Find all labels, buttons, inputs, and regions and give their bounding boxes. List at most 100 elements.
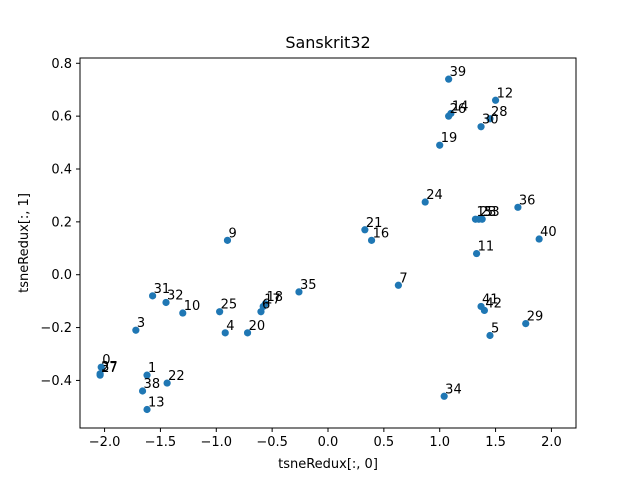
- y-tick-label: 0.2: [51, 215, 72, 230]
- x-tick-label: −0.5: [256, 435, 288, 450]
- data-point: [436, 141, 444, 149]
- data-labels: 013 4 567910111213141516171819202122232425…: [101, 65, 557, 410]
- data-point-label: 16: [373, 226, 390, 241]
- y-tick-label: 0.6: [51, 110, 72, 125]
- y-axis: −0.4 −0.2 0.0 0.2 0.4 0.6 0.8: [40, 57, 80, 389]
- data-point: [491, 96, 500, 104]
- data-point: [445, 112, 453, 120]
- data-point-label: 33: [483, 205, 500, 220]
- data-point-label: 38: [144, 377, 161, 392]
- data-point-label: 37: [101, 360, 118, 375]
- data-point: [522, 320, 530, 328]
- y-tick-label: 0.8: [51, 57, 72, 72]
- data-point-label: 22: [168, 369, 185, 384]
- x-axis-title: tsneRedux[:, 0]: [278, 457, 378, 472]
- data-point: [514, 203, 522, 211]
- data-point-label: 32: [167, 288, 184, 303]
- data-point: [143, 371, 151, 379]
- data-point-label: 20: [249, 319, 266, 334]
- data-point-label: 7: [399, 271, 407, 286]
- data-point: [445, 75, 453, 83]
- data-point-label: 28: [491, 105, 508, 120]
- data-point: [367, 236, 376, 244]
- data-point-label: 40: [540, 225, 557, 240]
- data-point-label: 27: [101, 361, 118, 376]
- data-point: [221, 329, 229, 337]
- data-point-label: 30: [482, 113, 499, 128]
- data-point: [223, 236, 232, 244]
- data-point-label: 14: [452, 100, 469, 115]
- y-tick-label: 0.4: [51, 163, 72, 178]
- data-point-label: 10: [184, 299, 201, 314]
- y-tick-label: 0.0: [51, 268, 72, 283]
- data-point-label: 15: [476, 205, 493, 220]
- data-point-label: 34: [445, 382, 462, 397]
- data-point-label: 39: [450, 65, 467, 80]
- x-tick-label: 0.5: [374, 435, 395, 450]
- data-point: [535, 235, 543, 243]
- data-point-label: 0: [102, 353, 110, 368]
- data-point-label: 23: [480, 205, 497, 220]
- x-tick-label: −1.0: [200, 435, 232, 450]
- data-point: [143, 405, 151, 414]
- data-point: [216, 308, 224, 316]
- data-point-label: 24: [426, 188, 443, 203]
- data-point: [179, 309, 187, 317]
- data-point: [472, 249, 481, 258]
- data-point: [394, 281, 402, 289]
- x-tick-label: −2.0: [89, 435, 121, 450]
- x-tick-label: 1.0: [429, 435, 450, 450]
- data-point-label: 6: [262, 298, 270, 313]
- data-point-label: 18: [266, 290, 283, 305]
- data-point: [361, 226, 369, 234]
- data-point-label: 41: [482, 292, 499, 307]
- data-point-label: 5: [491, 322, 499, 337]
- data-point-label: 42: [485, 296, 502, 311]
- x-axis: −2.0 −1.5 −1.0 −0.5 0.0 0.5 1.0 1.5 2.0: [89, 428, 562, 450]
- data-point: [480, 306, 488, 314]
- data-point: [162, 298, 170, 307]
- x-tick-label: 0.0: [318, 435, 339, 450]
- x-tick-label: 1.5: [485, 435, 506, 450]
- data-point: [477, 123, 485, 131]
- data-point: [138, 387, 147, 395]
- x-tick-label: −1.5: [145, 435, 177, 450]
- data-point-label: 31: [154, 282, 171, 297]
- y-tick-label: −0.2: [40, 321, 72, 336]
- data-point: [97, 363, 105, 371]
- data-point-label: 3: [137, 316, 145, 331]
- data-point: [295, 288, 303, 296]
- data-point: [149, 292, 157, 300]
- data-point: [261, 300, 270, 308]
- y-axis-title: tsneRedux[:, 1]: [17, 193, 32, 293]
- data-point: [440, 392, 448, 400]
- data-point-label: 21: [366, 216, 383, 231]
- data-point-label: 26: [450, 102, 467, 117]
- data-point-label: 4: [226, 319, 234, 334]
- data-point-label: 12: [497, 86, 514, 101]
- data-point: [478, 215, 486, 223]
- plot-frame: [79, 57, 577, 429]
- data-point: [96, 370, 104, 378]
- data-point-label: 36: [519, 193, 536, 208]
- data-point-label: 35: [300, 278, 317, 293]
- data-point-label: 19: [441, 131, 458, 146]
- data-point: [163, 379, 171, 387]
- data-point: [243, 329, 252, 337]
- data-point: [486, 115, 494, 123]
- x-tick-label: 2.0: [541, 435, 562, 450]
- data-point-label: 25: [221, 298, 238, 313]
- data-point-label: 1: [148, 361, 156, 376]
- data-point: [486, 331, 494, 340]
- data-point-label: 11: [478, 240, 495, 255]
- y-tick-label: −0.4: [40, 374, 72, 389]
- data-point-label: 13: [148, 396, 165, 411]
- chart-title: Sanskrit32: [285, 33, 370, 52]
- data-point-label: 17: [264, 292, 281, 307]
- data-point: [132, 326, 140, 334]
- data-points: [96, 75, 543, 414]
- data-point-label: 9: [228, 226, 236, 241]
- data-point-label: 29: [527, 310, 544, 325]
